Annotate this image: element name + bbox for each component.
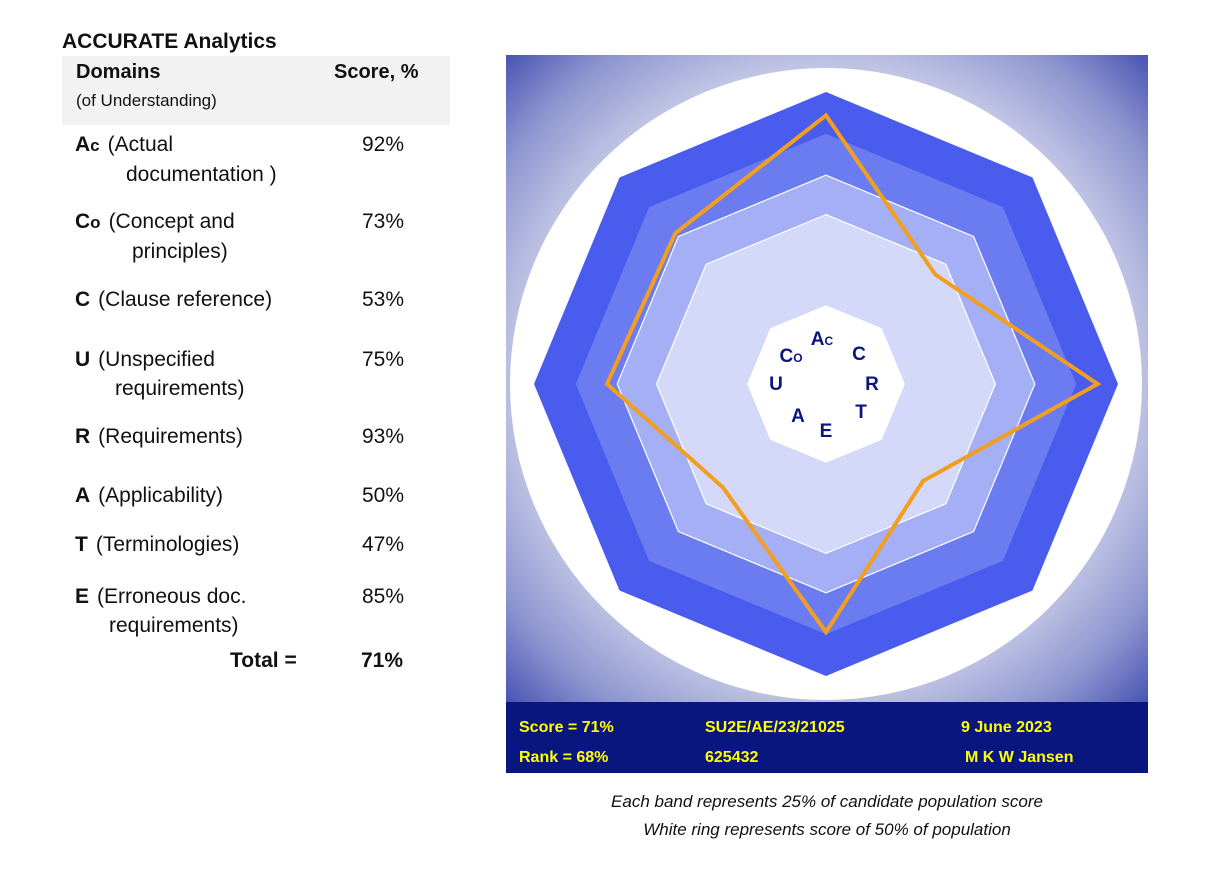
info-panel: Score = 71% Rank = 68% SU2E/AE/23/21025 …	[506, 702, 1148, 773]
total-value: 71%	[361, 649, 404, 672]
table-row-u: U (Unspecified requirements) 75%	[75, 345, 435, 403]
domain-score: 73%	[362, 210, 405, 233]
domain-description: (Erroneous doc.	[97, 585, 247, 608]
domain-code: U	[75, 348, 91, 371]
center-label-a: A	[791, 406, 805, 427]
rank-text: Rank = 68%	[519, 749, 609, 766]
domain-score: 75%	[362, 348, 405, 371]
domain-description: (Concept and	[108, 210, 235, 233]
domain-score: 50%	[362, 484, 405, 507]
table-row-a: A (Applicability) 50%	[75, 481, 435, 510]
table-header: Domains (of Understanding) Score, %	[62, 56, 450, 125]
domain-description-cont: principles)	[132, 240, 228, 263]
date-text: 9 June 2023	[961, 719, 1052, 736]
center-label-c: C	[852, 344, 866, 365]
center-letters: AC C R T E A U CO	[769, 329, 879, 442]
center-label-u: U	[769, 374, 783, 395]
candidate-id: 625432	[705, 749, 759, 766]
center-label-co: CO	[779, 346, 802, 367]
domain-description-cont: requirements)	[115, 377, 245, 400]
domain-score: 47%	[362, 533, 405, 556]
table-row-e: E (Erroneous doc. requirements) 85%	[75, 582, 435, 640]
domain-description: (Unspecified	[98, 348, 215, 371]
domain-score: 92%	[362, 133, 405, 156]
domain-description: (Actual	[107, 133, 173, 156]
score-text: Score = 71%	[519, 719, 614, 736]
reference-number: SU2E/AE/23/21025	[705, 719, 845, 736]
header-score: Score, %	[334, 61, 419, 83]
domain-description-cont: requirements)	[109, 614, 239, 637]
header-domains: Domains	[76, 61, 161, 83]
table-row-t: T (Terminologies) 47%	[75, 530, 435, 559]
caption-ring: White ring represents score of 50% of po…	[643, 820, 1011, 839]
total-label: Total =	[230, 649, 297, 672]
domain-code: Ac	[75, 133, 100, 156]
domain-code: Co	[75, 210, 101, 233]
center-plate	[747, 305, 905, 463]
table-row-ac: Ac (Actual documentation ) 92%	[75, 130, 435, 189]
domain-description: (Clause reference)	[98, 288, 273, 311]
center-label-r: R	[865, 374, 879, 395]
center-label-t: T	[855, 402, 867, 423]
table-row-r: R (Requirements) 93%	[75, 422, 435, 451]
domain-description: (Terminologies)	[95, 533, 240, 556]
domain-code: E	[75, 585, 90, 608]
domain-description: (Requirements)	[98, 425, 243, 448]
radar-chart: AC C R T E A U CO	[506, 55, 1148, 703]
domain-score: 93%	[362, 425, 405, 448]
domain-code: T	[75, 533, 88, 556]
table-row-c: C (Clause reference) 53%	[75, 285, 435, 314]
candidate-name: M K W Jansen	[965, 749, 1074, 766]
domain-description: (Applicability)	[98, 484, 224, 507]
table-row-co: Co (Concept and principles) 73%	[75, 207, 435, 266]
header-domains-subtitle: (of Understanding)	[76, 91, 217, 110]
domain-description-cont: documentation )	[126, 163, 277, 186]
page-title: ACCURATE Analytics	[62, 30, 277, 53]
center-label-ac: AC	[811, 329, 834, 350]
domain-code: C	[75, 288, 91, 311]
caption-bands: Each band represents 25% of candidate po…	[611, 792, 1043, 811]
domain-score: 53%	[362, 288, 405, 311]
domain-code: A	[75, 484, 91, 507]
domain-code: R	[75, 425, 91, 448]
domain-score: 85%	[362, 585, 405, 608]
center-label-e: E	[820, 421, 833, 442]
score-line	[604, 112, 1102, 636]
